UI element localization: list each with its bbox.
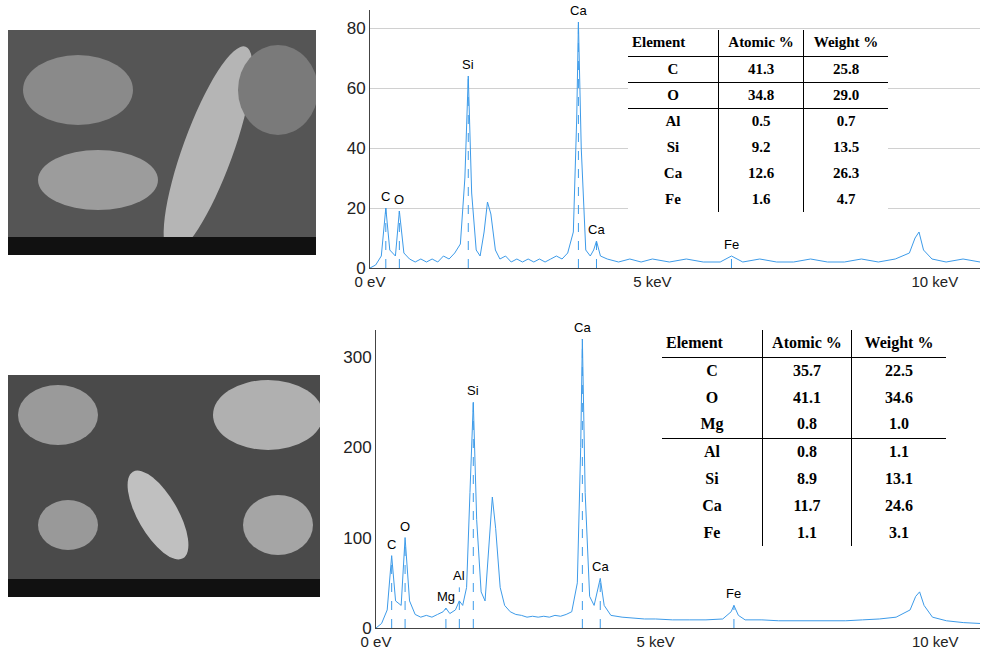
html-text:O: O (705, 388, 719, 406)
html-text:Atomic %: Atomic % (772, 334, 842, 352)
html-text:13.1: 13.1 (885, 469, 913, 487)
html-text:0.7: 0.7 (836, 112, 856, 129)
html-text:1.6: 1.6 (751, 190, 771, 207)
svg-text:C: C (387, 537, 396, 552)
html-text:0.8: 0.8 (797, 442, 817, 460)
html-text:25.8: 25.8 (832, 60, 860, 77)
svg-text:Mg: Mg (437, 589, 455, 604)
html-text:Fe: Fe (665, 190, 681, 207)
svg-text:Si: Si (467, 383, 479, 398)
html-text:Ca: Ca (663, 164, 683, 181)
html-text:26.3: 26.3 (832, 164, 860, 181)
html-text:9.2: 9.2 (751, 138, 771, 155)
html-text:3.1: 3.1 (889, 523, 909, 541)
svg-text:300: 300 (343, 348, 371, 367)
svg-text:10 keV: 10 keV (912, 633, 959, 650)
html-text:C: C (667, 60, 679, 77)
svg-text:40: 40 (347, 139, 366, 158)
html-text:4.7: 4.7 (836, 190, 856, 207)
svg-text:Ca: Ca (574, 320, 591, 335)
svg-text:80: 80 (347, 19, 366, 38)
html-text:0.5: 0.5 (751, 112, 771, 129)
svg-text:20: 20 (347, 199, 366, 218)
html-text:Element: Element (632, 34, 686, 51)
html-text:Al: Al (665, 112, 681, 129)
svg-text:Fe: Fe (724, 237, 739, 252)
html-text:Weight %: Weight % (813, 34, 879, 51)
html-text:Fe: Fe (703, 523, 721, 541)
svg-text:C: C (381, 189, 390, 204)
html-text:Weight %: Weight % (864, 334, 934, 352)
html-text:Element: Element (666, 334, 723, 352)
svg-text:0: 0 (362, 619, 371, 638)
html-text:Ca: Ca (702, 496, 722, 514)
svg-text:O: O (400, 519, 410, 534)
svg-text:Fe: Fe (726, 586, 741, 601)
html-text:Al: Al (704, 442, 720, 460)
svg-text:Si: Si (462, 57, 474, 72)
html-text:0.8: 0.8 (797, 415, 817, 433)
html-text:1.0: 1.0 (889, 415, 909, 433)
html-text:Atomic %: Atomic % (728, 34, 794, 51)
svg-text:Al: Al (453, 568, 465, 583)
svg-text:200: 200 (343, 438, 371, 457)
html-text:29.0: 29.0 (832, 86, 860, 103)
html-text:22.5: 22.5 (885, 361, 913, 379)
html-text:8.9: 8.9 (797, 469, 817, 487)
svg-text:100: 100 (343, 529, 371, 548)
html-text:Si: Si (705, 469, 719, 487)
html-text:41.1: 41.1 (793, 388, 821, 406)
html-text:C: C (706, 361, 718, 379)
svg-text:5 keV: 5 keV (633, 273, 671, 290)
html-text:1.1: 1.1 (797, 523, 817, 541)
svg-text:0: 0 (356, 259, 365, 278)
svg-text:0 eV: 0 eV (361, 633, 392, 650)
svg-text:0 eV: 0 eV (355, 273, 386, 290)
html-text:11.7: 11.7 (793, 496, 821, 514)
html-text:24.6: 24.6 (885, 496, 913, 514)
svg-text:Ca: Ca (588, 222, 605, 237)
svg-text:O: O (394, 192, 404, 207)
html-text:34.8: 34.8 (747, 86, 775, 103)
html-text:O: O (667, 86, 679, 103)
svg-text:5 keV: 5 keV (636, 633, 674, 650)
html-text:13.5: 13.5 (832, 138, 860, 155)
html-text:Mg: Mg (700, 415, 724, 433)
html-text:41.3: 41.3 (747, 60, 775, 77)
html-text:Si: Si (666, 138, 680, 155)
svg-text:Ca: Ca (592, 559, 609, 574)
html-text:34.6: 34.6 (885, 388, 913, 406)
html-text:1.1: 1.1 (889, 442, 909, 460)
svg-text:10 keV: 10 keV (911, 273, 958, 290)
html-text:35.7: 35.7 (793, 361, 821, 379)
html-text:12.6: 12.6 (747, 164, 775, 181)
svg-text:60: 60 (347, 79, 366, 98)
svg-text:Ca: Ca (570, 3, 587, 18)
